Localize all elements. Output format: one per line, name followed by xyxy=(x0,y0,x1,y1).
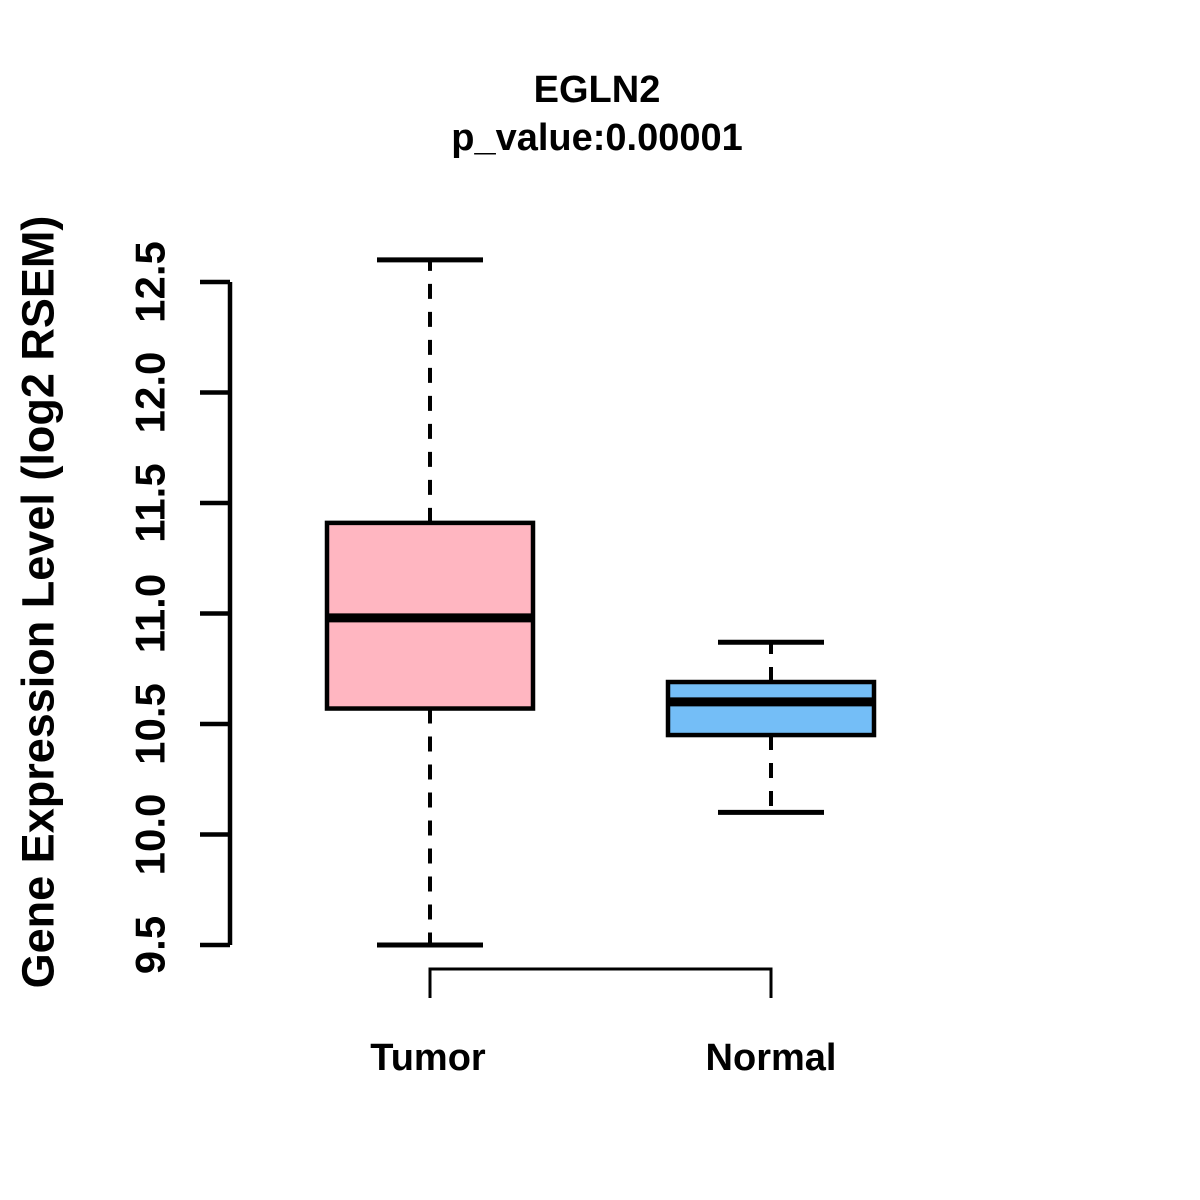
box-normal xyxy=(665,679,877,738)
y-axis-tick-label: 10.0 xyxy=(127,794,174,876)
y-axis-tick-label: 12.5 xyxy=(127,241,174,323)
y-axis-tick-label: 11.5 xyxy=(127,463,174,542)
chart-title: EGLN2 xyxy=(533,69,661,111)
y-axis-tick-label: 10.5 xyxy=(127,683,174,765)
y-axis-tick-label: 9.5 xyxy=(127,916,174,974)
x-axis-bracket xyxy=(428,967,773,998)
y-axis-tick-label: 12.0 xyxy=(127,352,174,434)
chart-subtitle: p_value:0.00001 xyxy=(451,117,743,159)
x-label-normal: Normal xyxy=(705,1037,837,1079)
x-label-tumor: Tumor xyxy=(370,1037,486,1079)
y-axis-tick-label: 11.0 xyxy=(127,574,174,653)
